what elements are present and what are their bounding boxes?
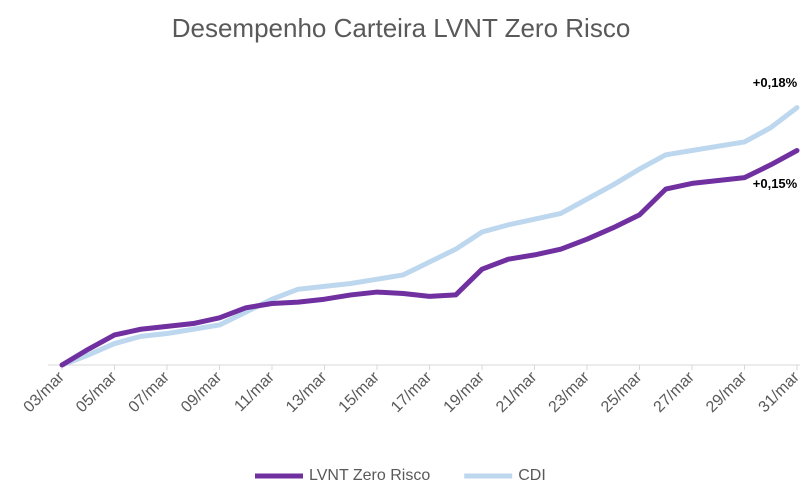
chart-title: Desempenho Carteira LVNT Zero Risco bbox=[172, 13, 631, 43]
x-tick-label: 09/mar bbox=[178, 368, 226, 416]
data-label: +0,15% bbox=[753, 176, 798, 191]
x-tick-label: 17/mar bbox=[388, 368, 436, 416]
x-tick-label: 31/mar bbox=[756, 368, 802, 416]
x-tick-label: 15/mar bbox=[336, 368, 384, 416]
x-tick-label: 07/mar bbox=[126, 368, 174, 416]
x-tick-label: 27/mar bbox=[651, 368, 699, 416]
series-line bbox=[59, 105, 800, 368]
x-tick-label: 25/mar bbox=[598, 368, 646, 416]
x-tick-label: 11/mar bbox=[231, 368, 278, 415]
data-label: +0,18% bbox=[753, 75, 798, 90]
x-tick-label: 13/mar bbox=[283, 368, 331, 416]
x-tick-label: 19/mar bbox=[441, 368, 489, 416]
legend-label: CDI bbox=[518, 467, 546, 484]
x-tick-label: 21/mar bbox=[493, 368, 541, 416]
x-tick-label: 29/mar bbox=[703, 368, 751, 416]
x-tick-label: 05/mar bbox=[73, 368, 121, 416]
series-line bbox=[59, 148, 800, 368]
x-tick-label: 23/mar bbox=[546, 368, 594, 416]
x-tick-label: 03/mar bbox=[21, 368, 69, 416]
legend-label: LVNT Zero Risco bbox=[309, 467, 430, 484]
